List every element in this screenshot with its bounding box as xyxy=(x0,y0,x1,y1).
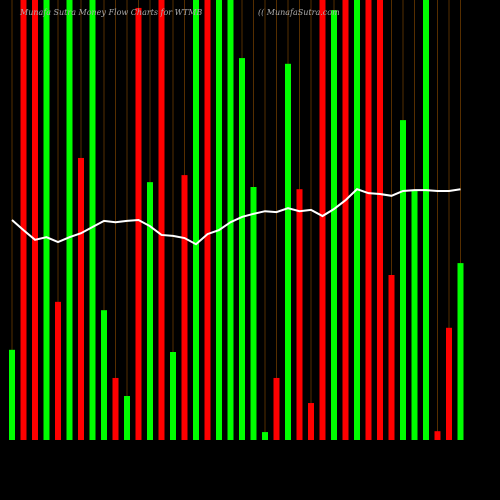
bar xyxy=(296,189,303,440)
line-layer xyxy=(11,188,461,246)
flow-line xyxy=(11,188,461,246)
bar xyxy=(78,157,84,440)
bar xyxy=(43,0,50,440)
bar xyxy=(147,182,153,440)
bar xyxy=(66,0,73,440)
bar xyxy=(204,0,211,440)
bar xyxy=(20,0,27,440)
bar xyxy=(388,275,395,440)
bar xyxy=(181,175,188,440)
bar xyxy=(89,0,96,440)
chart-title: Munafa Sutra Money Flow Charts for WTMB xyxy=(19,8,202,17)
bar xyxy=(285,63,291,441)
bar xyxy=(239,58,245,441)
bar xyxy=(55,301,61,440)
bar xyxy=(170,352,176,440)
bar xyxy=(158,0,165,440)
bar xyxy=(365,0,372,440)
bar xyxy=(135,7,142,440)
bar xyxy=(32,0,38,440)
bars xyxy=(9,0,464,441)
bar xyxy=(457,263,464,440)
bar xyxy=(331,10,337,441)
bar xyxy=(434,431,441,440)
bar xyxy=(101,310,107,440)
bar xyxy=(9,349,15,440)
bar xyxy=(400,120,406,441)
bar xyxy=(411,190,418,440)
bar xyxy=(354,0,360,440)
bar xyxy=(308,403,314,440)
bar xyxy=(262,432,268,440)
bar xyxy=(250,187,257,440)
bar xyxy=(124,396,130,440)
bar xyxy=(112,377,119,440)
chart-subtitle: (( MunafaSutra.com xyxy=(258,8,340,17)
bar xyxy=(216,0,222,440)
bar xyxy=(342,0,349,440)
bar xyxy=(423,0,429,440)
bar xyxy=(319,0,326,440)
bar xyxy=(446,327,452,440)
bar xyxy=(227,0,234,440)
bar xyxy=(273,377,280,440)
bar xyxy=(377,0,383,440)
bar xyxy=(193,0,199,440)
